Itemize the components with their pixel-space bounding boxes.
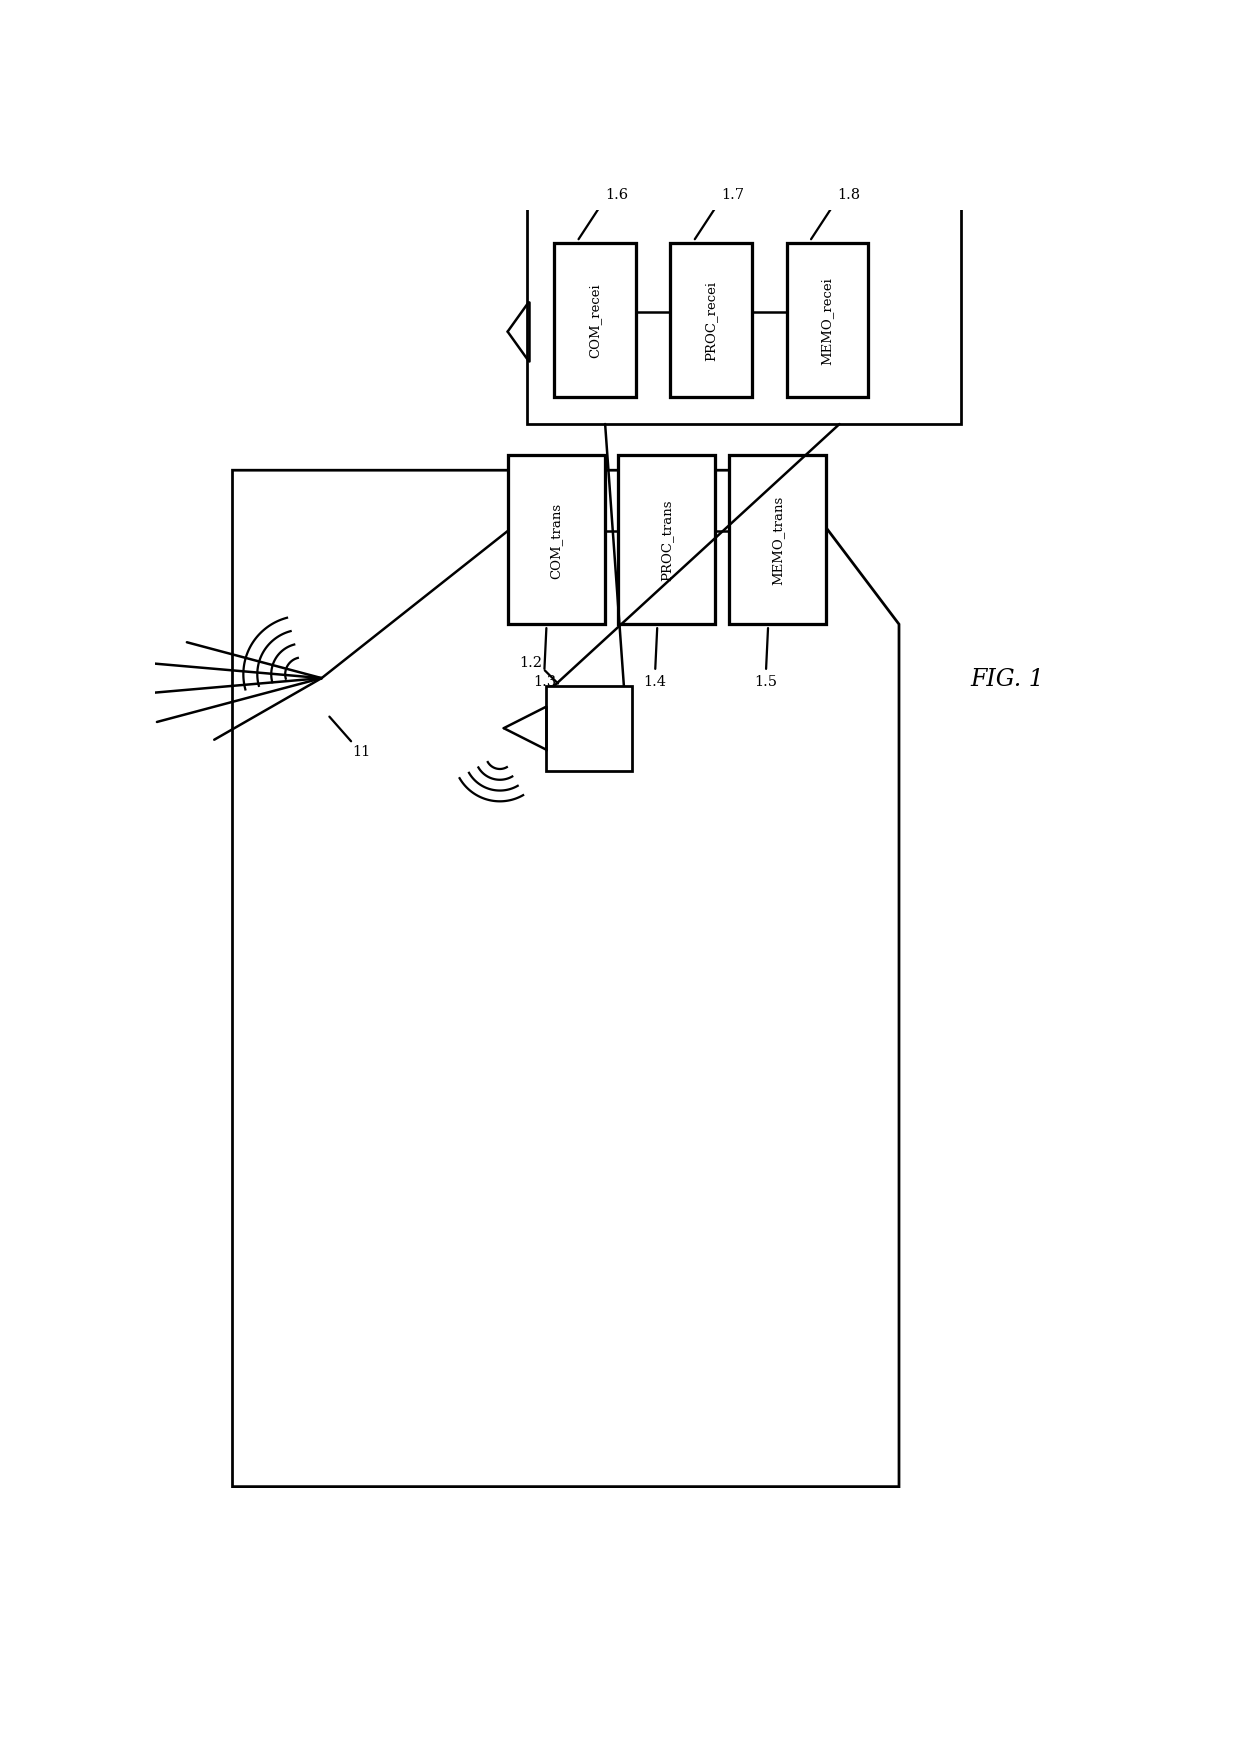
Text: MEMO_recei: MEMO_recei (821, 278, 833, 365)
Bar (547, 687, 631, 771)
Text: PROC_recei: PROC_recei (704, 281, 718, 360)
Bar (527, 209, 961, 425)
Text: COM_trans: COM_trans (549, 503, 563, 578)
Text: PROC_trans: PROC_trans (661, 499, 673, 582)
Bar (507, 455, 605, 625)
Bar (729, 455, 826, 625)
Text: 1.4: 1.4 (644, 675, 667, 689)
Text: 1.6: 1.6 (605, 188, 629, 202)
Text: 11: 11 (352, 745, 371, 757)
Text: FIG. 1: FIG. 1 (971, 668, 1044, 691)
Text: 1.3: 1.3 (533, 675, 556, 689)
Text: 1.8: 1.8 (837, 188, 861, 202)
Text: MEMO_trans: MEMO_trans (771, 495, 784, 585)
Text: 1.2: 1.2 (520, 655, 543, 669)
Text: COM_recei: COM_recei (588, 283, 601, 358)
Bar (786, 244, 868, 397)
Bar (554, 244, 635, 397)
Text: 1.7: 1.7 (722, 188, 744, 202)
Bar (619, 455, 715, 625)
Bar (671, 244, 751, 397)
Text: 1.5: 1.5 (754, 675, 777, 689)
